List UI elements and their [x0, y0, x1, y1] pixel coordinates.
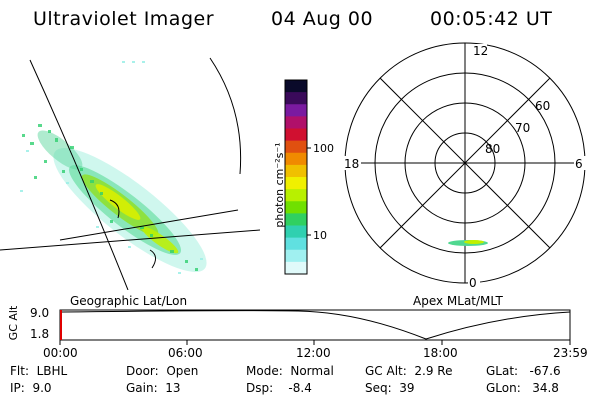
status-seq: Seq: 39 [365, 381, 415, 395]
colorbar-stripe [285, 261, 307, 275]
mlt-label-18: 18 [344, 157, 359, 171]
colorbar-stripe [285, 164, 307, 178]
geographic-image-panel [0, 57, 260, 290]
status-glat: GLat: -67.6 [486, 364, 561, 378]
colorbar-stripe [285, 177, 307, 190]
altitude-ylabel: GC Alt [7, 305, 20, 341]
mlat-label-70: 70 [515, 121, 530, 135]
colorbar: 100 10 [284, 79, 334, 275]
altitude-plot [59, 309, 571, 345]
colorbar-tick-10: 10 [313, 229, 327, 242]
date-label: 04 Aug 00 [271, 8, 374, 30]
geographic-caption: Geographic Lat/Lon [70, 294, 188, 308]
status-mode: Mode: Normal [246, 364, 334, 378]
status-gain: Gain: 13 [126, 381, 181, 395]
aurora-emission [20, 61, 207, 274]
status-glon: GLon: 34.8 [486, 381, 559, 395]
colorbar-stripe [285, 92, 307, 105]
colorbar-stripes [285, 80, 307, 275]
mlat-label-60: 60 [535, 99, 550, 113]
mlt-label-12: 12 [473, 44, 488, 58]
colorbar-stripe [285, 128, 307, 142]
altitude-xtick-1800: 18:00 [423, 346, 458, 360]
altitude-xtick-1200: 12:00 [296, 346, 331, 360]
colorbar-stripe [285, 201, 307, 214]
altitude-xtick-0600: 06:00 [168, 346, 203, 360]
apex-caption: Apex MLat/MLT [413, 294, 503, 308]
mlat-label-80: 80 [485, 142, 500, 156]
status-door: Door: Open [126, 364, 199, 378]
colorbar-stripe [285, 116, 307, 129]
colorbar-stripe [285, 80, 307, 93]
geographic-grid [0, 57, 260, 290]
status-filter: Flt: LBHL [10, 364, 68, 378]
colorbar-stripe [285, 237, 307, 251]
colorbar-tick-100: 100 [313, 142, 334, 155]
colorbar-stripe [285, 140, 307, 154]
colorbar-unit-label: photon cm⁻²s⁻¹ [273, 142, 286, 228]
polar-plot: 12 18 6 0 60 70 80 [343, 42, 586, 290]
altitude-ytick-1-8: 1.8 [30, 327, 50, 341]
altitude-ytick-9: 9.0 [30, 306, 50, 320]
status-gc-alt: GC Alt: 2.9 Re [365, 364, 453, 378]
colorbar-stripe [285, 249, 307, 263]
mlt-label-6: 6 [575, 157, 583, 171]
colorbar-stripe [285, 152, 307, 166]
app-title: Ultraviolet Imager [33, 8, 215, 30]
colorbar-stripe [285, 225, 307, 239]
status-ip: IP: 9.0 [10, 381, 52, 395]
colorbar-stripe [285, 213, 307, 226]
altitude-xtick-0000: 00:00 [43, 346, 78, 360]
colorbar-stripe [285, 189, 307, 202]
altitude-xtick-2359: 23:59 [553, 346, 588, 360]
mlt-label-0: 0 [469, 276, 477, 290]
time-label: 00:05:42 UT [430, 8, 553, 30]
colorbar-stripe [285, 104, 307, 117]
status-dsp: Dsp: -8.4 [246, 381, 312, 395]
